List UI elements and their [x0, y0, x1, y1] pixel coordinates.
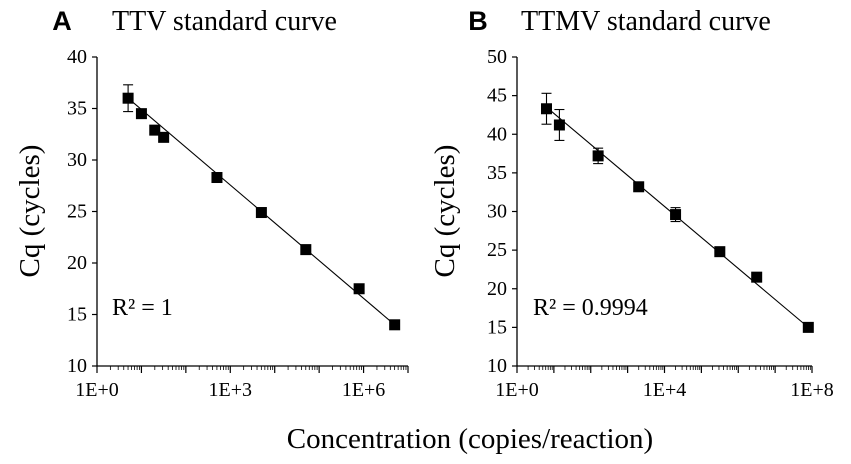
x-tick-label: 1E+3 — [209, 379, 253, 401]
data-point — [553, 119, 565, 131]
y-tick-label: 10 — [487, 355, 507, 377]
x-tick-label: 1E+6 — [342, 379, 386, 401]
y-tick-label: 10 — [67, 355, 87, 377]
panel-b: B TTMV standard curve Cq (cycles) 10 15 20 25 3… — [429, 6, 834, 401]
data-point — [802, 321, 814, 333]
panel-letter: B — [468, 6, 488, 36]
y-tick-label: 25 — [67, 201, 87, 223]
data-point — [751, 271, 763, 283]
r-squared-label: R² = 1 — [112, 295, 173, 321]
r-squared-label: R² = 0.9994 — [533, 295, 648, 321]
y-axis-label: Cq (cycles) — [14, 145, 46, 278]
data-point — [633, 181, 645, 193]
data-point — [135, 108, 147, 120]
shared-x-axis-label: Concentration (copies/reaction) — [287, 423, 653, 455]
data-point — [353, 283, 365, 295]
panel-letter: A — [52, 6, 72, 36]
data-point — [541, 103, 552, 115]
y-tick-label: 40 — [67, 46, 87, 68]
y-tick-label: 20 — [67, 252, 87, 274]
y-tick-label: 35 — [487, 162, 507, 184]
data-point — [122, 92, 134, 104]
data-point — [149, 124, 161, 136]
data-point — [158, 131, 170, 143]
y-tick-label: 30 — [487, 201, 507, 223]
data-point — [389, 319, 401, 331]
chart-title: TTMV standard curve — [521, 6, 771, 37]
data-point — [300, 244, 312, 256]
y-tick-label: 50 — [487, 46, 507, 68]
data-point — [592, 150, 604, 162]
x-tick-label: 1E+4 — [643, 379, 687, 401]
data-point — [714, 246, 726, 258]
chart-title: TTV standard curve — [112, 6, 337, 37]
y-tick-label: 15 — [67, 304, 87, 326]
panel-a: A TTV standard curve Cq (cycles) 10 15 20 25 30… — [14, 6, 409, 401]
y-tick-label: 15 — [487, 316, 507, 338]
y-tick-label: 40 — [487, 123, 507, 145]
x-tick-label: 1E+8 — [790, 379, 834, 401]
y-axis-label: Cq (cycles) — [429, 145, 461, 278]
x-tick-label: 1E+0 — [495, 379, 539, 401]
x-tick-label: 1E+0 — [75, 379, 119, 401]
y-tick-label: 30 — [67, 149, 87, 171]
data-point — [211, 172, 223, 184]
y-tick-label: 25 — [487, 239, 507, 261]
y-tick-label: 35 — [67, 98, 87, 120]
data-point — [670, 209, 682, 221]
data-point — [255, 207, 267, 219]
y-tick-label: 45 — [487, 85, 507, 107]
y-tick-label: 20 — [487, 278, 507, 300]
